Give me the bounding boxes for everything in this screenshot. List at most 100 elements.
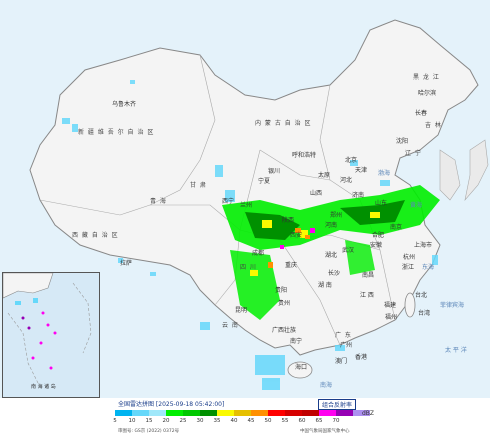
label-henan: 河南	[325, 222, 338, 229]
label-changsha: 长沙	[328, 270, 341, 277]
legend-swatch	[234, 410, 251, 416]
label-zhengzhou: 郑州	[330, 212, 343, 219]
label-harbin: 哈尔滨	[418, 90, 437, 97]
province-borders	[39, 54, 396, 346]
label-neimenggu: 内 蒙 古 自 治 区	[255, 120, 312, 127]
label-bohai: 渤海	[378, 170, 391, 177]
label-qinghai: 青 海	[150, 198, 167, 205]
taiwan-island	[404, 292, 416, 318]
label-hongkong: 香港	[355, 354, 368, 361]
label-philippine-sea: 菲律宾海	[440, 302, 465, 309]
label-jilin: 吉 林	[425, 122, 442, 129]
radar-echo-intense	[268, 228, 310, 268]
label-shenyang: 沈阳	[396, 138, 409, 145]
label-jiangxi: 江 西	[360, 292, 374, 299]
legend-title: 全国雷达拼图 [2025-09-18 05:42:00]	[118, 401, 225, 408]
inset-canvas	[3, 273, 92, 384]
label-lanzhou: 兰州	[240, 202, 253, 209]
legend-swatch	[200, 410, 217, 416]
legend-tick: 45	[247, 418, 255, 424]
legend-tick: 70	[332, 418, 340, 424]
label-hunan: 湖 南	[318, 282, 332, 289]
label-sichuan: 四 川	[240, 264, 257, 271]
legend-swatch	[183, 410, 200, 416]
radar-echo-extreme	[280, 228, 315, 249]
label-yunnan: 云 南	[222, 322, 239, 329]
label-taiyuan: 太原	[318, 172, 331, 179]
label-nanjing: 南京	[390, 224, 403, 231]
legend-swatch	[132, 410, 149, 416]
legend-tick: 60	[298, 418, 306, 424]
label-liaoning: 辽 宁	[405, 150, 422, 157]
label-macau: 澳门	[335, 358, 348, 365]
label-lhasa: 拉萨	[120, 260, 133, 267]
label-shanghai: 上海市	[414, 242, 433, 249]
label-kunming: 昆明	[235, 307, 248, 314]
legend-tick: 40	[230, 418, 238, 424]
legend-agency: 中国气象局国家气象中心	[300, 429, 350, 434]
label-guiyang: 贵阳	[275, 287, 288, 294]
label-nanning: 南宁	[290, 338, 303, 345]
label-ningxia: 宁夏	[258, 178, 271, 185]
label-pacific: 太 平 洋	[445, 347, 467, 354]
legend-swatch	[251, 410, 268, 416]
label-fujian: 福建	[384, 302, 397, 309]
label-zhejiang: 浙江	[402, 264, 415, 271]
label-yinchuan: 银川	[268, 168, 281, 175]
label-yellow-sea: 黄海	[410, 202, 423, 209]
radar-echo-strong	[250, 212, 380, 276]
legend-swatch	[353, 410, 370, 416]
legend-tick: 65	[315, 418, 323, 424]
label-hangzhou: 杭州	[403, 254, 416, 261]
legend-tick: 35	[213, 418, 221, 424]
label-beijing: 北京	[345, 157, 358, 164]
label-guangdong: 广 东	[335, 332, 352, 339]
south-china-sea-inset: 南 海 诸 岛	[2, 272, 100, 398]
label-changchun: 长春	[415, 110, 428, 117]
legend-tick: 5	[113, 418, 117, 424]
japan-islands	[464, 139, 489, 202]
label-shaanxi: 陕西	[282, 217, 295, 224]
legend-ticks: 5 10 15 20 25 30 35 40 45 50 55 60 65 70	[113, 418, 375, 426]
legend-tick: 30	[196, 418, 204, 424]
legend-tick: 55	[281, 418, 289, 424]
label-jinan: 济南	[352, 192, 365, 199]
label-urumqi: 乌鲁木齐	[112, 101, 137, 108]
label-hefei: 合肥	[372, 232, 385, 239]
legend-approval: 审图号: GS京 (2022) 0372号	[118, 429, 180, 434]
inset-label: 南 海 诸 岛	[31, 384, 56, 390]
label-chengdu: 成都	[252, 250, 265, 257]
legend-swatch	[149, 410, 166, 416]
radar-map[interactable]: 黑 龙 江 内 蒙 古 自 治 区 新 疆 维 吾 尔 自 治 区 吉 林 辽 …	[0, 0, 490, 398]
label-shandong: 山东	[375, 200, 388, 207]
legend-swatch	[319, 410, 336, 416]
label-haikou: 海口	[295, 364, 308, 371]
korea-peninsula	[439, 149, 461, 201]
legend-tick: 20	[162, 418, 170, 424]
legend-swatch	[285, 410, 302, 416]
label-fuzhou: 福州	[385, 314, 398, 321]
label-shanxi: 山西	[310, 190, 323, 197]
legend-swatch	[302, 410, 319, 416]
legend-tick: 10	[128, 418, 136, 424]
legend-swatch	[115, 410, 132, 416]
label-gansu: 甘 肃	[190, 182, 207, 189]
legend-tick: 25	[179, 418, 187, 424]
label-anhui: 安徽	[370, 242, 383, 249]
legend-swatch	[268, 410, 285, 416]
label-xinjiang: 新 疆 维 吾 尔 自 治 区	[78, 129, 155, 136]
label-taipei: 台北	[415, 292, 428, 299]
label-chongqing: 重庆	[285, 262, 298, 269]
map-canvas	[29, 19, 489, 390]
legend-tick: 15	[145, 418, 153, 424]
label-guangzhou: 广州	[340, 342, 353, 349]
label-hebei: 河北	[340, 177, 353, 184]
legend-colorbar	[115, 410, 370, 416]
label-xizang: 西 藏 自 治 区	[72, 232, 119, 239]
label-xining: 西宁	[222, 198, 235, 205]
label-guizhou: 贵州	[278, 300, 291, 307]
legend-swatch	[166, 410, 183, 416]
radar-echo-light	[62, 80, 438, 390]
legend-swatch	[336, 410, 353, 416]
label-south-china-sea: 南海	[320, 382, 333, 389]
